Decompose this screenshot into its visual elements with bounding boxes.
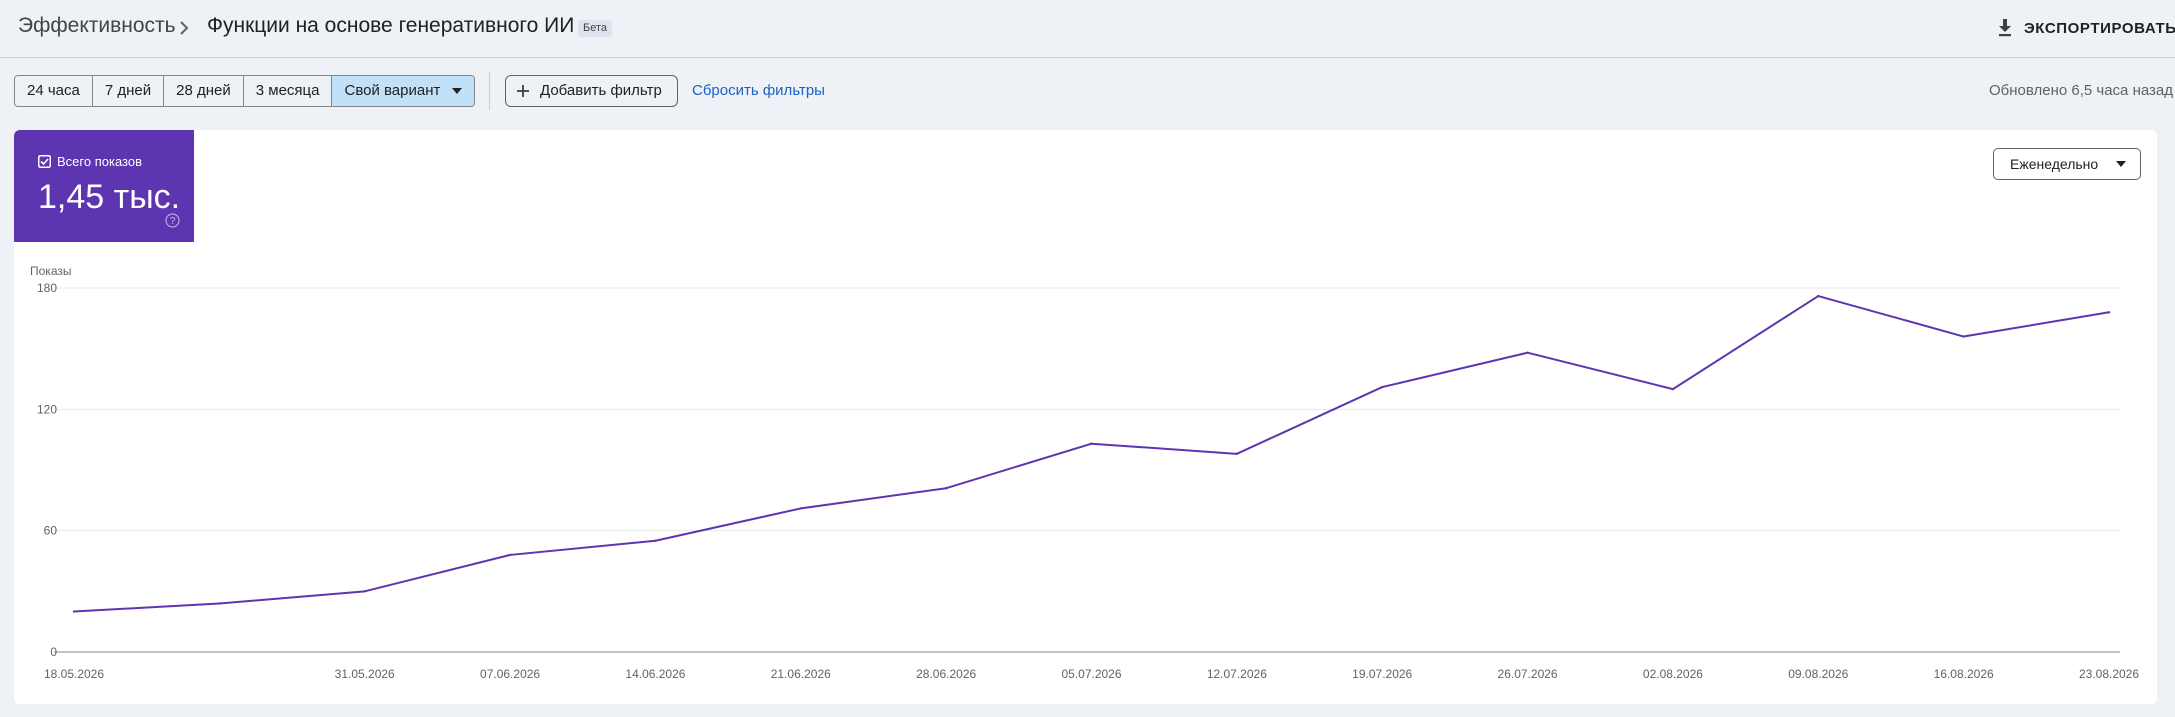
download-icon — [1999, 19, 2011, 37]
x-tick-label: 23.08.2026 — [2079, 667, 2139, 681]
data-point — [1817, 294, 1820, 298]
range-custom-button[interactable]: Свой вариант — [332, 76, 475, 106]
add-filter-label: Добавить фильтр — [540, 82, 662, 99]
range-3m-button[interactable]: 3 месяца — [244, 76, 333, 106]
y-tick-label: 0 — [50, 645, 57, 659]
data-point — [508, 553, 512, 557]
performance-chart-card: 0 60 120 180 Показы 18.05.2026 31.05.2026 07.06… — [14, 130, 2157, 704]
plus-icon — [517, 85, 529, 97]
date-range-selector: 24 часа 7 дней 28 дней 3 месяца Свой вар… — [14, 75, 476, 107]
period-select[interactable]: Еженедельно — [1993, 148, 2141, 180]
x-tick-label: 31.05.2026 — [335, 667, 395, 681]
data-point — [654, 539, 657, 542]
add-filter-button[interactable]: Добавить фильтр — [505, 75, 678, 107]
x-tick-label: 14.06.2026 — [625, 667, 685, 681]
y-tick-label: 180 — [37, 281, 57, 295]
range-custom-label: Свой вариант — [344, 82, 441, 99]
x-tick-label: 21.06.2026 — [771, 667, 831, 681]
reset-filters-link[interactable]: Сбросить фильтры — [692, 82, 825, 99]
toolbar-divider — [489, 72, 490, 110]
x-tick-label: 26.07.2026 — [1498, 667, 1558, 681]
x-tick-label: 16.08.2026 — [1934, 667, 1994, 681]
range-7d-button[interactable]: 7 дней — [93, 76, 165, 106]
data-point — [1381, 385, 1384, 389]
x-tick-label: 07.06.2026 — [480, 667, 540, 681]
period-select-value: Еженедельно — [2010, 156, 2099, 172]
data-point — [72, 610, 76, 613]
total-impressions-metric[interactable]: Всего показов 1,45 тыс. ? — [14, 130, 194, 242]
x-tick-label: 28.06.2026 — [916, 667, 976, 681]
data-point — [1526, 351, 1529, 354]
impressions-line-chart: 0 60 120 180 Показы 18.05.2026 31.05.2026 07.06… — [30, 264, 2139, 681]
data-point — [2107, 311, 2111, 314]
beta-badge: Бета — [578, 20, 613, 37]
y-tick-label: 60 — [44, 524, 58, 538]
chevron-right-icon — [180, 21, 189, 35]
metric-value: 1,45 тыс. — [38, 178, 181, 216]
y-tick-label: 120 — [37, 402, 57, 416]
data-point — [218, 602, 221, 605]
svg-text:?: ? — [170, 216, 176, 227]
page-title: Функции на основе генеративного ИИ — [207, 14, 575, 37]
range-28d-button[interactable]: 28 дней — [164, 76, 244, 106]
y-axis-title: Показы — [30, 264, 71, 278]
last-updated-text: Обновлено 6,5 часа назад — [1988, 82, 2173, 99]
x-tick-label: 19.07.2026 — [1352, 667, 1412, 681]
x-tick-label: 09.08.2026 — [1788, 667, 1848, 681]
data-point — [1235, 452, 1239, 456]
x-tick-label: 05.07.2026 — [1061, 667, 1121, 681]
dropdown-arrow-icon — [2116, 161, 2126, 167]
breadcrumb-root-link[interactable]: Эффективность — [18, 14, 176, 37]
checkbox-checked-icon[interactable] — [38, 155, 51, 168]
data-point — [944, 487, 948, 490]
x-tick-label: 12.07.2026 — [1207, 667, 1267, 681]
data-point — [1090, 442, 1093, 445]
x-tick-label: 18.05.2026 — [44, 667, 104, 681]
dropdown-arrow-icon — [452, 88, 463, 94]
export-button[interactable]: ЭКСПОРТИРОВАТЬ — [1996, 15, 2175, 41]
data-point — [363, 590, 366, 593]
x-tick-label: 02.08.2026 — [1643, 667, 1703, 681]
data-point — [1962, 335, 1965, 338]
help-icon[interactable]: ? — [165, 213, 180, 228]
data-point — [799, 507, 802, 510]
range-24h-button[interactable]: 24 часа — [15, 76, 93, 106]
page-header: Эффективность Функции на основе генерати… — [0, 0, 2175, 58]
data-point — [1671, 387, 1675, 391]
metric-label: Всего показов — [57, 154, 142, 169]
series-line — [73, 295, 2110, 613]
export-label: ЭКСПОРТИРОВАТЬ — [2024, 19, 2175, 37]
